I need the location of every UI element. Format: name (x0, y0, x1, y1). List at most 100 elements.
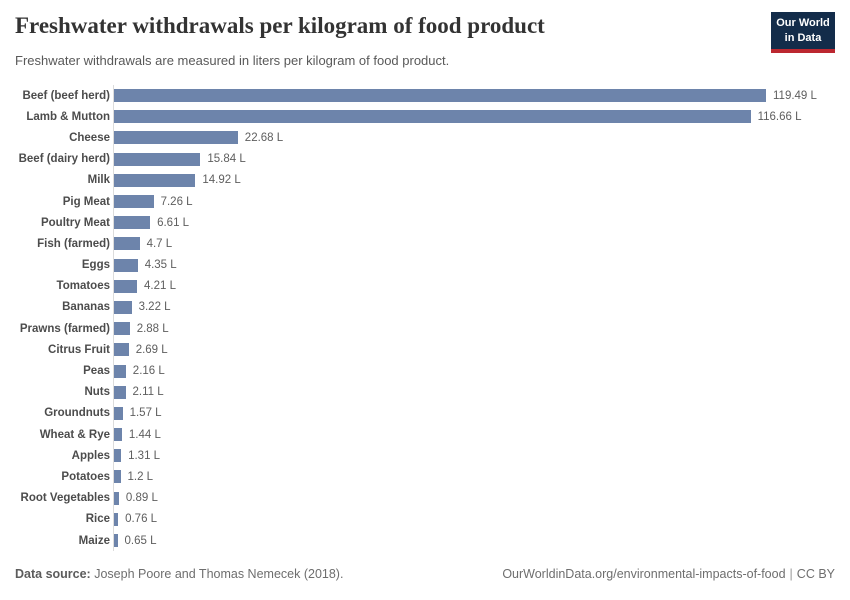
category-label: Wheat & Rye (39, 428, 110, 441)
value-label: 0.65 L (124, 534, 157, 547)
value-label: 15.84 L (207, 153, 246, 166)
value-label: 1.31 L (128, 449, 161, 462)
citation: OurWorldinData.org/environmental-impacts… (502, 567, 835, 581)
bar-row: Citrus Fruit 2.69 L (15, 339, 835, 361)
category-label: Peas (83, 365, 110, 378)
bar[interactable] (114, 89, 766, 103)
category-label: Citrus Fruit (48, 343, 110, 356)
bar-track: 2.69 L (113, 339, 835, 361)
bar-track: 6.61 L (113, 212, 835, 234)
bar-row: Nuts 2.11 L (15, 381, 835, 403)
chart-footer: Data source: Joseph Poore and Thomas Nem… (15, 567, 835, 581)
bar[interactable] (114, 216, 151, 230)
value-label: 2.69 L (135, 343, 168, 356)
value-label: 22.68 L (244, 131, 284, 144)
value-label: 0.76 L (125, 513, 158, 526)
bar[interactable] (114, 428, 122, 442)
value-label: 1.44 L (128, 428, 161, 441)
category-label: Pig Meat (62, 195, 110, 208)
bar-track: 1.31 L (113, 445, 835, 467)
bar[interactable] (114, 470, 121, 484)
value-label: 4.21 L (144, 280, 176, 293)
bar-row: Bananas 3.22 L (15, 296, 835, 319)
value-label: 2.11 L (132, 386, 164, 399)
bar[interactable] (114, 534, 118, 548)
bar-track: 0.76 L (113, 508, 835, 530)
bar[interactable] (114, 406, 123, 420)
category-label: Groundnuts (44, 407, 110, 420)
category-label: Potatoes (61, 470, 110, 483)
bar-track: 3.22 L (113, 296, 835, 319)
license-label[interactable]: CC BY (796, 567, 835, 581)
bar[interactable] (114, 110, 751, 124)
bar-track: 4.21 L (113, 275, 835, 297)
bar-row: Wheat & Rye 1.44 L (15, 424, 835, 446)
bar-track: 22.68 L (113, 127, 835, 149)
chart-title: Freshwater withdrawals per kilogram of f… (15, 13, 545, 38)
category-label: Tomatoes (56, 280, 110, 293)
bar-row: Beef (beef herd) 119.49 L (15, 85, 835, 107)
bar[interactable] (114, 512, 119, 526)
value-label: 6.61 L (157, 216, 190, 229)
category-label: Rice (85, 513, 110, 526)
owid-logo[interactable]: Our World in Data (771, 12, 835, 53)
bar-track: 15.84 L (113, 148, 835, 170)
data-source: Data source: Joseph Poore and Thomas Nem… (15, 567, 343, 581)
data-source-text: Joseph Poore and Thomas Nemecek (2018). (94, 567, 344, 581)
bar[interactable] (114, 131, 238, 145)
value-label: 3.22 L (138, 301, 171, 314)
owid-logo-line2: in Data (784, 31, 822, 44)
bar-row: Rice 0.76 L (15, 508, 835, 530)
bar-row: Peas 2.16 L (15, 360, 835, 382)
bar[interactable] (114, 258, 138, 272)
value-label: 1.57 L (129, 407, 162, 420)
bar[interactable] (114, 343, 129, 357)
category-label: Cheese (69, 131, 110, 144)
bar[interactable] (114, 300, 132, 314)
bar[interactable] (114, 152, 201, 166)
category-label: Beef (dairy herd) (18, 153, 110, 166)
value-label: 2.88 L (136, 322, 169, 335)
category-label: Prawns (farmed) (19, 322, 110, 335)
bar-track: 2.16 L (113, 360, 835, 382)
bar[interactable] (114, 364, 126, 378)
bar-row: Lamb & Mutton 116.66 L (15, 106, 835, 128)
bar-track: 116.66 L (113, 106, 835, 128)
bar[interactable] (114, 322, 130, 336)
bar[interactable] (114, 237, 140, 251)
bar-row: Potatoes 1.2 L (15, 466, 835, 488)
category-label: Bananas (62, 301, 110, 314)
category-label: Root Vegetables (20, 492, 110, 505)
value-label: 1.2 L (127, 470, 154, 483)
bar-chart: Beef (beef herd) 119.49 L Lamb & Mutton 116… (15, 85, 835, 552)
bar-row: Maize 0.65 L (15, 529, 835, 552)
bar-track: 1.2 L (113, 466, 835, 488)
value-label: 0.89 L (125, 492, 158, 505)
bar[interactable] (114, 173, 196, 187)
bar-row: Poultry Meat 6.61 L (15, 212, 835, 234)
bar[interactable] (114, 195, 154, 209)
bar-track: 1.44 L (113, 424, 835, 446)
value-label: 2.16 L (132, 365, 165, 378)
bar-track: 4.7 L (113, 233, 835, 255)
category-label: Apples (71, 449, 110, 462)
citation-url[interactable]: OurWorldinData.org/environmental-impacts… (502, 567, 786, 581)
bar-row: Fish (farmed) 4.7 L (15, 233, 835, 255)
bar-track: 119.49 L (113, 85, 835, 107)
bar-row: Cheese 22.68 L (15, 127, 835, 149)
value-label: 119.49 L (773, 89, 817, 102)
bar[interactable] (114, 449, 122, 463)
category-label: Fish (farmed) (37, 237, 110, 250)
category-label: Milk (87, 174, 110, 187)
category-label: Eggs (81, 259, 110, 272)
value-label: 4.7 L (146, 237, 173, 250)
bar[interactable] (114, 279, 137, 293)
bar-track: 1.57 L (113, 402, 835, 424)
bar-track: 7.26 L (113, 190, 835, 213)
bar[interactable] (114, 491, 119, 505)
bar[interactable] (114, 385, 126, 399)
bar-track: 2.11 L (113, 381, 835, 403)
bar-row: Eggs 4.35 L (15, 254, 835, 276)
bar-track: 4.35 L (113, 254, 835, 276)
